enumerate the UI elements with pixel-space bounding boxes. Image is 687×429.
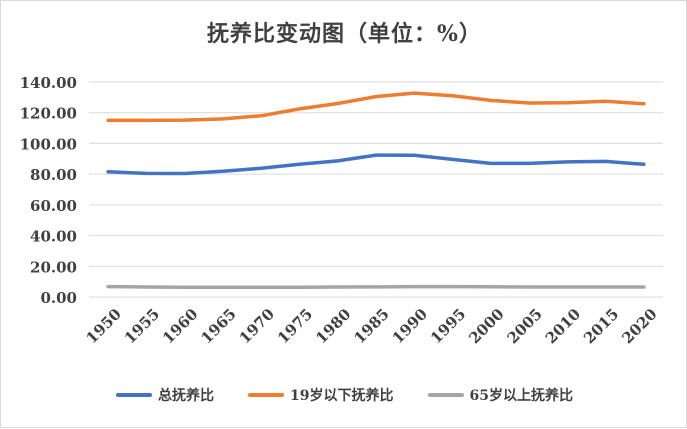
legend-swatch-elderly: [427, 393, 464, 397]
x-tick-label: 1975: [274, 305, 316, 347]
x-tick-label: 2015: [580, 305, 622, 347]
y-tick-label: 60.00: [30, 197, 77, 215]
legend-item-youth: 19岁以下抚养比: [248, 385, 394, 405]
y-tick-label: 80.00: [30, 166, 77, 184]
legend-label-youth: 19岁以下抚养比: [290, 388, 394, 404]
y-tick-label: 120.00: [20, 105, 77, 123]
y-tick-label: 0.00: [40, 289, 77, 307]
y-tick-label: 140.00: [20, 74, 77, 92]
gridlines: [89, 81, 663, 298]
y-axis-ticks: 0.00 20.00 40.00 60.00 80.00 100.00 120.00 140.…: [20, 74, 77, 307]
x-tick-label: 1965: [197, 305, 239, 347]
x-tick-label: 1980: [312, 305, 354, 347]
x-tick-label: 2010: [542, 305, 584, 347]
series-line-total: [106, 153, 646, 176]
series-line-elderly: [106, 284, 646, 290]
x-tick-label: 1995: [427, 305, 469, 347]
legend-label-elderly: 65岁以上抚养比: [469, 388, 573, 404]
x-tick-label: 2020: [618, 305, 660, 347]
x-tick-label: 2000: [465, 305, 507, 347]
x-tick-label: 1970: [236, 305, 278, 347]
x-tick-label: 1990: [389, 305, 431, 347]
y-tick-label: 100.00: [20, 135, 77, 153]
x-tick-label: 1960: [159, 305, 201, 347]
y-tick-label: 20.00: [30, 258, 77, 276]
legend-item-total: 总抚养比: [116, 385, 214, 405]
legend-item-elderly: 65岁以上抚养比: [427, 385, 573, 405]
legend-swatch-youth: [248, 393, 285, 397]
x-tick-label: 1955: [121, 305, 163, 347]
y-tick-label: 40.00: [30, 228, 77, 246]
series-lines: [106, 91, 646, 290]
x-tick-label: 2005: [504, 305, 546, 347]
legend-swatch-total: [116, 393, 153, 397]
x-tick-label: 1950: [83, 305, 125, 347]
x-tick-label: 1985: [351, 305, 393, 347]
series-line-youth: [106, 91, 646, 123]
chart-title: 抚养比变动图（单位：%）: [207, 21, 482, 47]
legend: 总抚养比 19岁以下抚养比 65岁以上抚养比: [1, 385, 687, 405]
legend-label-total: 总抚养比: [158, 388, 215, 404]
x-axis-ticks: 1950195519601965197019751980198519901995…: [83, 305, 661, 347]
